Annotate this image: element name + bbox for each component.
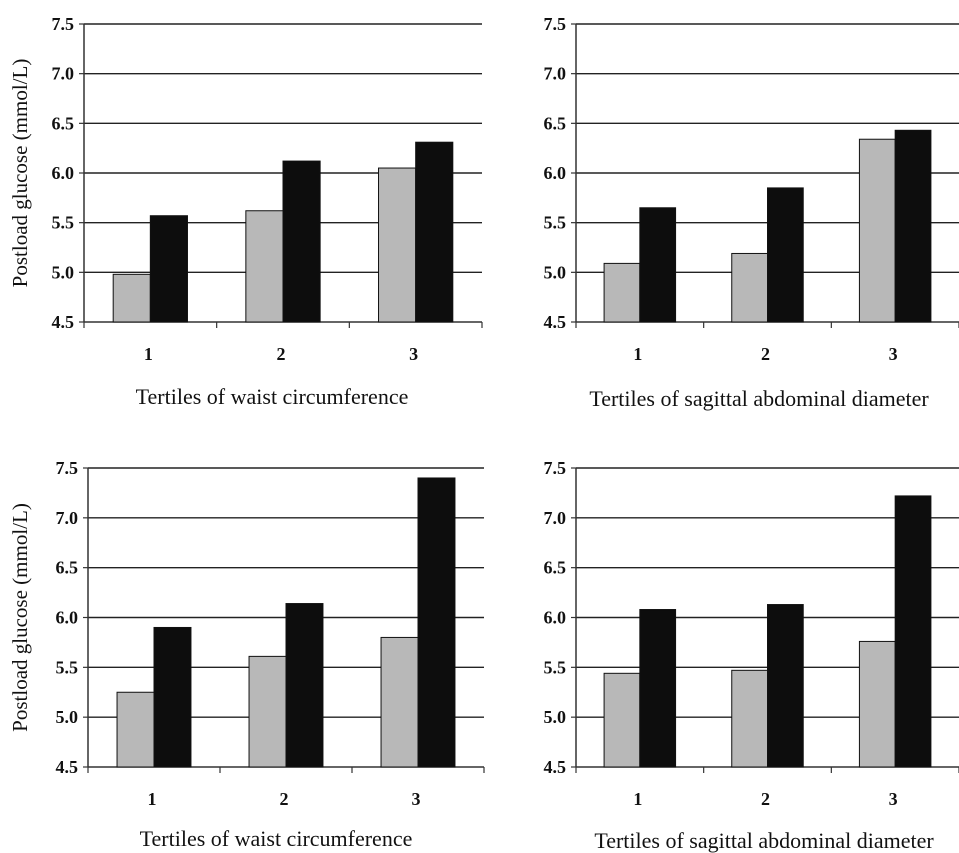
bar-series-2-cat-2: [767, 604, 804, 768]
chart-panel-2: 4.5 5.0 5.5 6.0 6.5 7.0 7.5 1 2 3 Tertiles of sagi…: [544, 14, 959, 411]
y-tick-label: 5.0: [52, 262, 75, 282]
bar-series-1-cat-1: [603, 672, 641, 768]
x-category-label: 1: [633, 344, 642, 364]
y-tick-label: 5.0: [544, 707, 567, 727]
y-tick-label: 5.5: [52, 213, 75, 233]
y-tick-label: 7.0: [56, 508, 79, 528]
y-tick-label: 5.0: [56, 707, 79, 727]
x-category-label: 1: [148, 789, 157, 809]
y-tick-label: 5.5: [544, 657, 567, 677]
bar-series-1-cat-1: [603, 262, 641, 323]
bar-series-1-cat-3: [380, 636, 419, 768]
y-tick-label: 4.5: [52, 312, 75, 332]
y-tick-label: 7.0: [544, 508, 567, 528]
x-category-label: 3: [889, 344, 898, 364]
bar-series-1-cat-1: [112, 273, 151, 323]
y-tick-label: 6.0: [544, 608, 567, 628]
bar-series-1-cat-2: [731, 252, 769, 323]
y-tick-label: 6.5: [544, 113, 567, 133]
y-tick-label: 7.0: [52, 64, 75, 84]
bar-series-1-cat-2: [731, 669, 769, 768]
bar-series-2-cat-3: [894, 495, 932, 768]
bar-series-1-cat-3: [378, 167, 417, 323]
bar-series-1-cat-3: [858, 138, 896, 323]
y-tick-label: 7.5: [52, 14, 75, 34]
y-tick-label: 7.5: [544, 458, 567, 478]
bar-series-2-cat-1: [153, 626, 192, 768]
y-tick-label: 7.0: [544, 64, 567, 84]
y-tick-label: 6.5: [56, 558, 79, 578]
x-axis-title: Tertiles of sagittal abdominal diameter: [589, 386, 929, 411]
bar-series-2-cat-1: [639, 609, 677, 768]
y-tick-label: 7.5: [56, 458, 79, 478]
x-category-label: 2: [280, 789, 289, 809]
y-tick-label: 6.0: [52, 163, 75, 183]
bar-series-2-cat-2: [282, 160, 321, 323]
x-category-label: 2: [277, 344, 286, 364]
bar-series-1-cat-3: [858, 640, 896, 768]
bar-series-1-cat-1: [116, 691, 155, 768]
x-axis-title: Tertiles of waist circumference: [140, 826, 413, 851]
y-tick-label: 4.5: [544, 312, 567, 332]
y-tick-label: 4.5: [56, 757, 79, 777]
x-category-label: 3: [412, 789, 421, 809]
bar-series-2-cat-3: [417, 477, 456, 768]
y-tick-label: 6.5: [52, 113, 75, 133]
bar-series-2-cat-2: [285, 603, 324, 768]
x-axis-title: Tertiles of waist circumference: [136, 384, 409, 409]
y-tick-label: 5.0: [544, 262, 567, 282]
bar-series-2-cat-1: [149, 215, 188, 323]
bar-series-2-cat-2: [767, 187, 804, 323]
y-tick-label: 6.0: [56, 608, 79, 628]
bar-series-2-cat-3: [894, 129, 932, 323]
y-tick-label: 7.5: [544, 14, 567, 34]
y-axis-title: Postload glucose (mmol/L): [8, 503, 32, 732]
x-axis-title: Tertiles of sagittal abdominal diameter: [594, 828, 934, 853]
y-tick-label: 5.5: [544, 213, 567, 233]
y-axis-title: Postload glucose (mmol/L): [8, 59, 32, 288]
y-tick-label: 6.0: [544, 163, 567, 183]
x-category-label: 2: [761, 789, 770, 809]
bar-series-2-cat-3: [415, 141, 454, 323]
bar-series-1-cat-2: [245, 210, 284, 323]
chart-panel-3: 4.5 5.0 5.5 6.0 6.5 7.0 7.5 1 2 3 Tertiles of wais…: [8, 458, 485, 851]
chart-panel-4: 4.5 5.0 5.5 6.0 6.5 7.0 7.5 1 2 3 Tertiles of sagi…: [544, 458, 959, 853]
x-category-label: 3: [409, 344, 418, 364]
x-category-label: 1: [633, 789, 642, 809]
bar-series-2-cat-1: [639, 207, 677, 323]
y-tick-label: 6.5: [544, 558, 567, 578]
x-category-label: 1: [144, 344, 153, 364]
x-category-label: 2: [761, 344, 770, 364]
bar-series-1-cat-2: [248, 655, 287, 768]
y-tick-label: 5.5: [56, 657, 79, 677]
y-tick-label: 4.5: [544, 757, 567, 777]
x-category-label: 3: [889, 789, 898, 809]
